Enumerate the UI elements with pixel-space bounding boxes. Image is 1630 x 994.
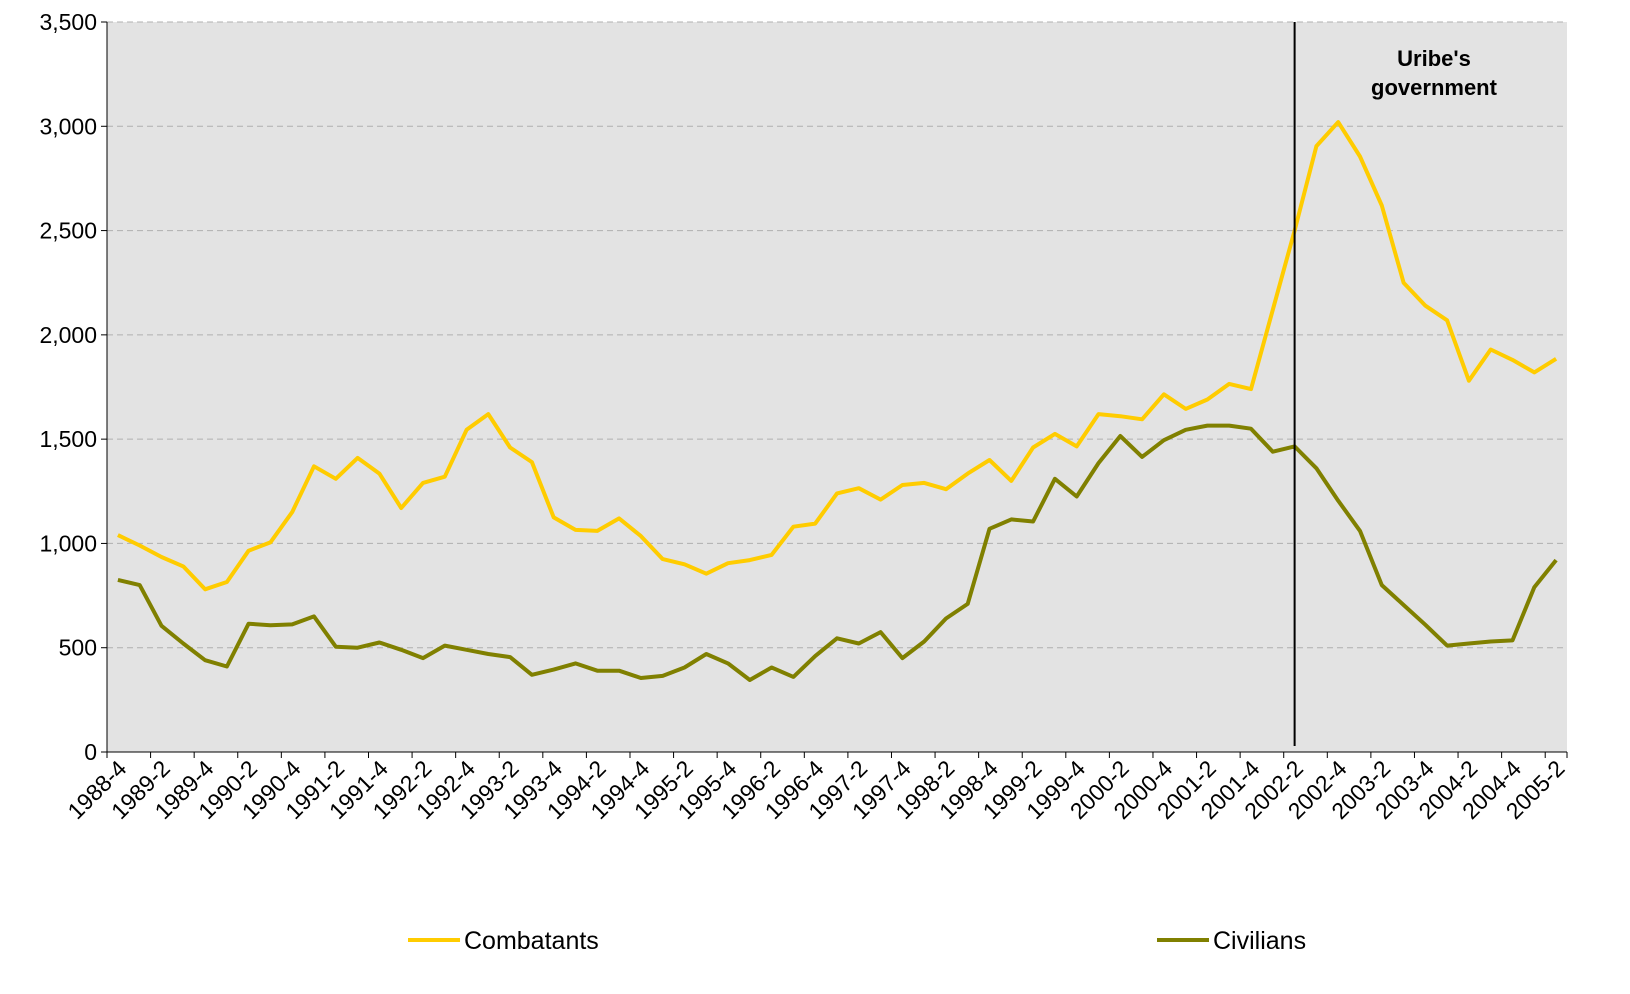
y-tick-label: 3,500 [39, 9, 97, 35]
y-tick-label: 1,500 [39, 426, 97, 452]
y-tick-label: 3,000 [39, 113, 97, 139]
y-tick-label: 1,000 [39, 530, 97, 556]
annotation-text: government [1371, 75, 1498, 100]
y-tick-label: 0 [84, 739, 97, 765]
annotation-text: Uribe's [1397, 46, 1471, 71]
legend-label: Combatants [464, 927, 599, 955]
plot-area [107, 22, 1567, 752]
y-tick-label: 2,000 [39, 322, 97, 348]
legend-label: Civilians [1213, 927, 1306, 955]
series-line [117, 120, 1558, 592]
series-line [117, 423, 1558, 682]
y-tick-label: 500 [59, 635, 97, 661]
y-tick-label: 2,500 [39, 218, 97, 244]
